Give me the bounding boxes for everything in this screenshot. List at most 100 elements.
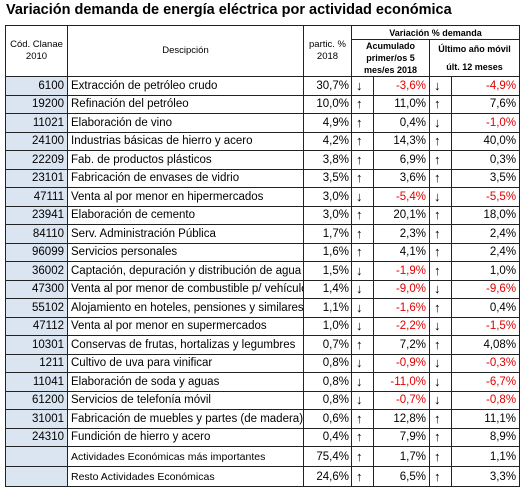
summary-last-year-value: 1,1%	[450, 446, 521, 467]
table-row: 19200 Refinación del petróleo 10,0% ↑ 11,0% ↑…	[5, 94, 521, 114]
row-code: 61200	[5, 390, 68, 410]
arrow-up-icon: ↑	[429, 427, 452, 447]
row-last-year-value: -1,0%	[450, 113, 521, 133]
summary-accumulated-value: 1,7%	[373, 446, 430, 467]
row-accumulated-value: -0,9%	[373, 353, 430, 373]
row-description: Conservas de frutas, hortalizas y legumb…	[67, 335, 304, 355]
row-last-year-value: 0,3%	[450, 150, 521, 170]
table-row: 36002 Captación, depuración y distribució…	[5, 261, 521, 281]
page-title: Variación demanda de energía eléctrica p…	[6, 2, 452, 18]
arrow-up-icon: ↑	[429, 261, 452, 281]
row-participation: 1,6%	[303, 242, 352, 262]
table-row: 24100 Industrias básicas de hierro y acer…	[5, 131, 521, 151]
arrow-up-icon: ↑	[351, 466, 374, 487]
arrow-down-icon: ↓	[429, 76, 452, 96]
arrow-up-icon: ↑	[429, 242, 452, 262]
row-accumulated-value: 20,1%	[373, 205, 430, 225]
row-description: Servicios personales	[67, 242, 304, 262]
arrow-down-icon: ↓	[429, 113, 452, 133]
arrow-up-icon: ↑	[429, 131, 452, 151]
arrow-up-icon: ↑	[351, 205, 374, 225]
row-code: 11021	[5, 113, 68, 133]
arrow-down-icon: ↓	[351, 353, 374, 373]
table-row: 11021 Elaboración de vino 4,9% ↑ 0,4% ↓ -1,0%	[5, 113, 521, 133]
header-last-year-sub: últ. 12 meses	[446, 62, 503, 72]
row-participation: 1,0%	[303, 316, 352, 336]
arrow-up-icon: ↑	[351, 113, 374, 133]
row-accumulated-value: 14,3%	[373, 131, 430, 151]
arrow-up-icon: ↑	[351, 427, 374, 447]
row-last-year-value: 18,0%	[450, 205, 521, 225]
arrow-up-icon: ↑	[351, 150, 374, 170]
row-participation: 0,8%	[303, 390, 352, 410]
row-participation: 1,5%	[303, 261, 352, 281]
row-description: Elaboración de vino	[67, 113, 304, 133]
row-code: 6100	[5, 76, 68, 96]
row-accumulated-value: 2,3%	[373, 224, 430, 244]
summary-row: Resto Actividades Económicas 24,6% ↑ 6,5% ↑ 3…	[5, 466, 521, 487]
row-description: Venta al por menor en hipermercados	[67, 187, 304, 207]
table-summary: Actividades Económicas más importantes 75…	[5, 446, 521, 487]
row-participation: 1,1%	[303, 298, 352, 318]
row-code: 22209	[5, 150, 68, 170]
row-participation: 0,8%	[303, 353, 352, 373]
row-participation: 4,2%	[303, 131, 352, 151]
row-code: 23101	[5, 168, 68, 188]
arrow-up-icon: ↑	[429, 94, 452, 114]
row-last-year-value: 40,0%	[450, 131, 521, 151]
row-participation: 3,0%	[303, 187, 352, 207]
arrow-down-icon: ↓	[429, 390, 452, 410]
table-row: 24310 Fundición de hierro y acero 0,4% ↑ 7,9…	[5, 427, 521, 447]
row-last-year-value: 4,08%	[450, 335, 521, 355]
arrow-up-icon: ↑	[429, 168, 452, 188]
arrow-down-icon: ↓	[351, 316, 374, 336]
arrow-up-icon: ↑	[351, 94, 374, 114]
row-last-year-value: 2,4%	[450, 224, 521, 244]
summary-code	[5, 446, 68, 467]
row-accumulated-value: 7,2%	[373, 335, 430, 355]
summary-description: Actividades Económicas más importantes	[67, 446, 304, 467]
row-participation: 1,4%	[303, 279, 352, 299]
summary-participation: 75,4%	[303, 446, 352, 467]
table-row: 96099 Servicios personales 1,6% ↑ 4,1% ↑ 2,4%	[5, 242, 521, 262]
header-last-year-title: Último año móvil	[438, 44, 511, 54]
arrow-up-icon: ↑	[429, 466, 452, 487]
row-participation: 0,6%	[303, 409, 352, 429]
row-code: 47112	[5, 316, 68, 336]
table-row: 55102 Alojamiento en hoteles, pensiones y…	[5, 298, 521, 318]
table-row: 6100 Extracción de petróleo crudo 30,7% ↓ -3…	[5, 76, 521, 96]
row-accumulated-value: 3,6%	[373, 168, 430, 188]
row-last-year-value: -1,5%	[450, 316, 521, 336]
row-last-year-value: 2,4%	[450, 242, 521, 262]
arrow-up-icon: ↑	[351, 224, 374, 244]
arrow-down-icon: ↓	[351, 279, 374, 299]
header-code: Cód. Clanae 2010	[5, 25, 68, 77]
summary-last-year-value: 3,3%	[450, 466, 521, 487]
row-participation: 4,9%	[303, 113, 352, 133]
table-row: 31001 Fabricación de muebles y partes (de…	[5, 409, 521, 429]
table-row: 22209 Fab. de productos plásticos 3,8% ↑ 6,9…	[5, 150, 521, 170]
row-code: 47300	[5, 279, 68, 299]
row-code: 96099	[5, 242, 68, 262]
row-description: Industrias básicas de hierro y acero	[67, 131, 304, 151]
table-row: 1211 Cultivo de uva para vinificar 0,8% ↓ -0…	[5, 353, 521, 373]
row-description: Venta al por menor de combustible p/ veh…	[67, 279, 304, 299]
row-code: 19200	[5, 94, 68, 114]
arrow-down-icon: ↓	[351, 372, 374, 392]
row-last-year-value: -6,7%	[450, 372, 521, 392]
row-code: 84110	[5, 224, 68, 244]
row-participation: 0,4%	[303, 427, 352, 447]
header-accumulated: Acumulado primer/os 5 mes/es 2018	[351, 39, 430, 77]
row-accumulated-value: -9,0%	[373, 279, 430, 299]
row-description: Fundición de hierro y acero	[67, 427, 304, 447]
table-row: 61200 Servicios de telefonía móvil 0,8% ↓ -0…	[5, 390, 521, 410]
table-row: 84110 Serv. Administración Pública 1,7% ↑ 2,…	[5, 224, 521, 244]
row-accumulated-value: 12,8%	[373, 409, 430, 429]
arrow-up-icon: ↑	[429, 335, 452, 355]
row-description: Fabricación de muebles y partes (de made…	[67, 409, 304, 429]
table-row: 47112 Venta al por menor en supermercados…	[5, 316, 521, 336]
header-row-1: Cód. Clanae 2010 Descipción partic. % 20…	[5, 25, 521, 77]
arrow-down-icon: ↓	[351, 261, 374, 281]
row-participation: 3,0%	[303, 205, 352, 225]
row-description: Alojamiento en hoteles, pensiones y simi…	[67, 298, 304, 318]
